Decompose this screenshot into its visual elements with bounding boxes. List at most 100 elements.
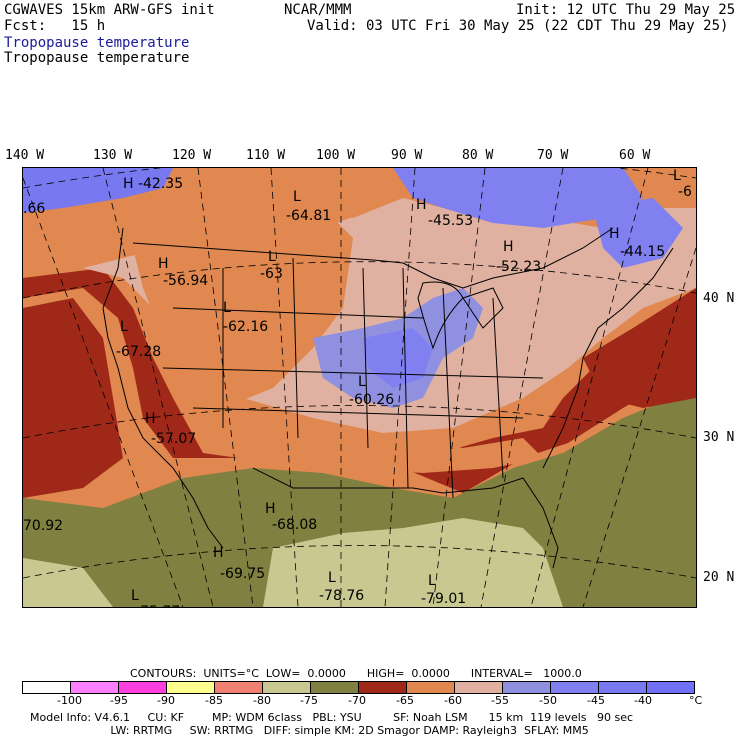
extremum-label: H	[416, 197, 427, 213]
extremum-label: H	[145, 411, 156, 427]
extremum-label: L	[223, 300, 231, 316]
forecast-hour: Fcst: 15 h	[4, 18, 106, 34]
lon-label: 90 W	[391, 148, 423, 163]
model-title: CGWAVES 15km ARW-GFS init	[4, 2, 215, 18]
legend-swatch	[215, 682, 263, 693]
band-fill	[393, 168, 643, 228]
great-lakes	[417, 281, 504, 350]
lon-label: 80 W	[462, 148, 494, 163]
graticule-line	[23, 405, 696, 439]
legend-tick: -100	[57, 694, 82, 707]
lon-label: 70 W	[537, 148, 569, 163]
legend-tick: -70	[348, 694, 366, 707]
us-canada-border	[132, 227, 614, 289]
extremum-label: -62.16	[223, 319, 268, 335]
legend-tick: -80	[253, 694, 271, 707]
extremum-label: -64.81	[286, 208, 331, 224]
band-fill	[263, 518, 563, 607]
extremum-label: H	[265, 501, 276, 517]
model-info-line2: LW: RRTMG SW: RRTMG DIFF: simple KM: 2D …	[30, 724, 589, 737]
extremum-label: L	[673, 168, 681, 184]
extremum-label: -69.75	[220, 566, 265, 582]
extremum-label: -79.01	[421, 591, 466, 607]
lon-label: 110 W	[246, 148, 286, 163]
extremum-label: -45.53	[428, 213, 473, 229]
graticule-line	[530, 168, 649, 607]
gulf-coast	[252, 467, 559, 569]
contour-info: CONTOURS: UNITS=°C LOW= 0.0000 HIGH= 0.0…	[130, 667, 582, 680]
lon-label: 140 W	[5, 148, 45, 163]
extremum-label: -52.23	[496, 259, 541, 275]
extremum-label: L	[358, 374, 366, 390]
graticule-line	[270, 168, 299, 607]
state-lines	[162, 257, 544, 499]
extremum-label: L	[131, 588, 139, 604]
legend-tick: -55	[491, 694, 509, 707]
legend-tick: -90	[157, 694, 175, 707]
band-fill	[363, 328, 433, 388]
field-title-secondary: Tropopause temperature	[4, 50, 190, 66]
band-fill	[23, 268, 696, 493]
legend-swatch	[311, 682, 359, 693]
extremum-label: -57.07	[151, 431, 196, 447]
band-fill	[593, 198, 683, 268]
graticule-line	[432, 168, 486, 607]
org-label: NCAR/MMM	[284, 2, 352, 18]
lat-label: 30 N	[703, 430, 735, 445]
band-fill	[23, 168, 173, 213]
graticule-line	[23, 261, 696, 299]
extremum-label: H	[213, 545, 224, 561]
legend-tick: -95	[110, 694, 128, 707]
legend-tick: -60	[444, 694, 462, 707]
extremum-label: -6	[678, 184, 692, 200]
extremum-label: H -42.35	[123, 176, 183, 192]
band-fill	[23, 298, 123, 498]
graticule-line	[23, 545, 696, 579]
extremum-label: H	[609, 226, 620, 242]
extremum-label: -56.94	[163, 273, 208, 289]
legend-tick: -50	[539, 694, 557, 707]
extremum-label: -78.76	[319, 588, 364, 604]
legend-swatch	[503, 682, 551, 693]
legend-swatch	[455, 682, 503, 693]
graticule-line	[197, 168, 254, 607]
lon-label: 100 W	[316, 148, 356, 163]
legend-swatch	[551, 682, 599, 693]
extremum-label: L	[328, 570, 336, 586]
extremum-label: 70.92	[23, 518, 63, 534]
valid-time: Valid: 03 UTC Fri 30 May 25 (22 CDT Thu …	[307, 18, 729, 34]
extremum-label: L	[428, 573, 436, 589]
extremum-label: L	[293, 189, 301, 205]
legend-swatch	[23, 682, 71, 693]
legend-swatch	[167, 682, 215, 693]
extremum-label: -63	[260, 266, 283, 282]
lon-label: 120 W	[172, 148, 212, 163]
band-fill	[163, 168, 403, 218]
lat-label: 20 N	[703, 570, 735, 585]
extremum-label: -75.77	[135, 604, 180, 607]
extremum-label: -60.26	[349, 392, 394, 408]
map-canvas: H -42.35 .66 L -64.81 H -45.53 H -52.23 …	[23, 168, 696, 607]
extremum-label: L	[120, 319, 128, 335]
legend-swatch	[647, 682, 694, 693]
extremum-label: H	[158, 256, 169, 272]
legend-swatch	[599, 682, 647, 693]
init-time: Init: 12 UTC Thu 29 May 25	[516, 2, 736, 18]
graticule-line	[582, 247, 696, 607]
band-fill	[583, 288, 696, 408]
legend-tick: -65	[396, 694, 414, 707]
model-info-line1: Model Info: V4.6.1 CU: KF MP: WDM 6class…	[30, 711, 634, 724]
graticule-line	[384, 168, 416, 607]
legend-swatch	[407, 682, 455, 693]
legend-tick: -85	[205, 694, 223, 707]
extremum-label: -68.08	[272, 517, 317, 533]
extremum-label: -67.28	[116, 344, 161, 360]
lon-label: 130 W	[93, 148, 133, 163]
legend-tick: -75	[300, 694, 318, 707]
legend-swatch	[71, 682, 119, 693]
lat-label: 40 N	[703, 291, 735, 306]
graticule-line	[23, 177, 184, 607]
graticule-line	[480, 168, 564, 607]
legend-swatch	[359, 682, 407, 693]
legend-swatch	[263, 682, 311, 693]
